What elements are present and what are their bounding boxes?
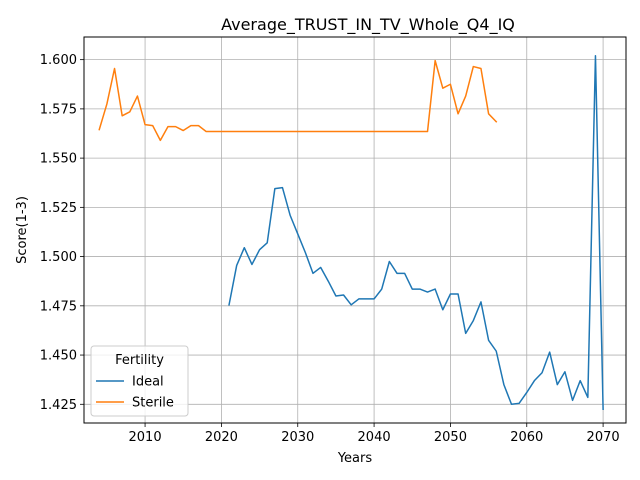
y-axis-title: Score(1-3) (15, 196, 30, 264)
x-tick-label: 2050 (434, 430, 467, 445)
series-line-ideal (228, 54, 604, 410)
y-axis-ticks: 1.425 1.450 1.475 1.500 1.525 1.550 1.575 1.600 (40, 53, 84, 413)
x-tick-label: 2070 (587, 430, 620, 445)
legend-label: Sterile (132, 396, 174, 411)
chart-title: Average_TRUST_IN_TV_Whole_Q4_IQ (221, 15, 515, 35)
x-tick-label: 2030 (281, 430, 314, 445)
legend-items: Ideal Sterile (96, 375, 174, 411)
y-tick-label: 1.575 (40, 102, 77, 117)
series-line-sterile (98, 59, 498, 142)
x-tick-label: 2040 (358, 430, 391, 445)
y-tick-label: 1.550 (40, 152, 77, 167)
y-tick-label: 1.500 (40, 250, 77, 265)
x-tick-label: 2010 (129, 430, 162, 445)
y-tick-label: 1.600 (40, 53, 77, 68)
legend: Fertility Ideal Sterile (90, 345, 189, 417)
y-tick-label: 1.450 (40, 349, 77, 364)
x-tick-label: 2060 (510, 430, 543, 445)
series-lines (98, 54, 604, 410)
y-tick-label: 1.525 (40, 201, 77, 216)
y-tick-label: 1.475 (40, 299, 77, 314)
x-tick-label: 2020 (205, 430, 238, 445)
legend-label: Ideal (132, 375, 164, 390)
legend-box (90, 345, 189, 417)
x-axis-ticks: 2010 2020 2030 2040 2050 2060 2070 (129, 423, 620, 445)
x-axis-title: Years (337, 451, 373, 466)
legend-title: Fertility (115, 353, 164, 368)
y-tick-label: 1.425 (40, 398, 77, 413)
plot-frame (83, 36, 627, 424)
